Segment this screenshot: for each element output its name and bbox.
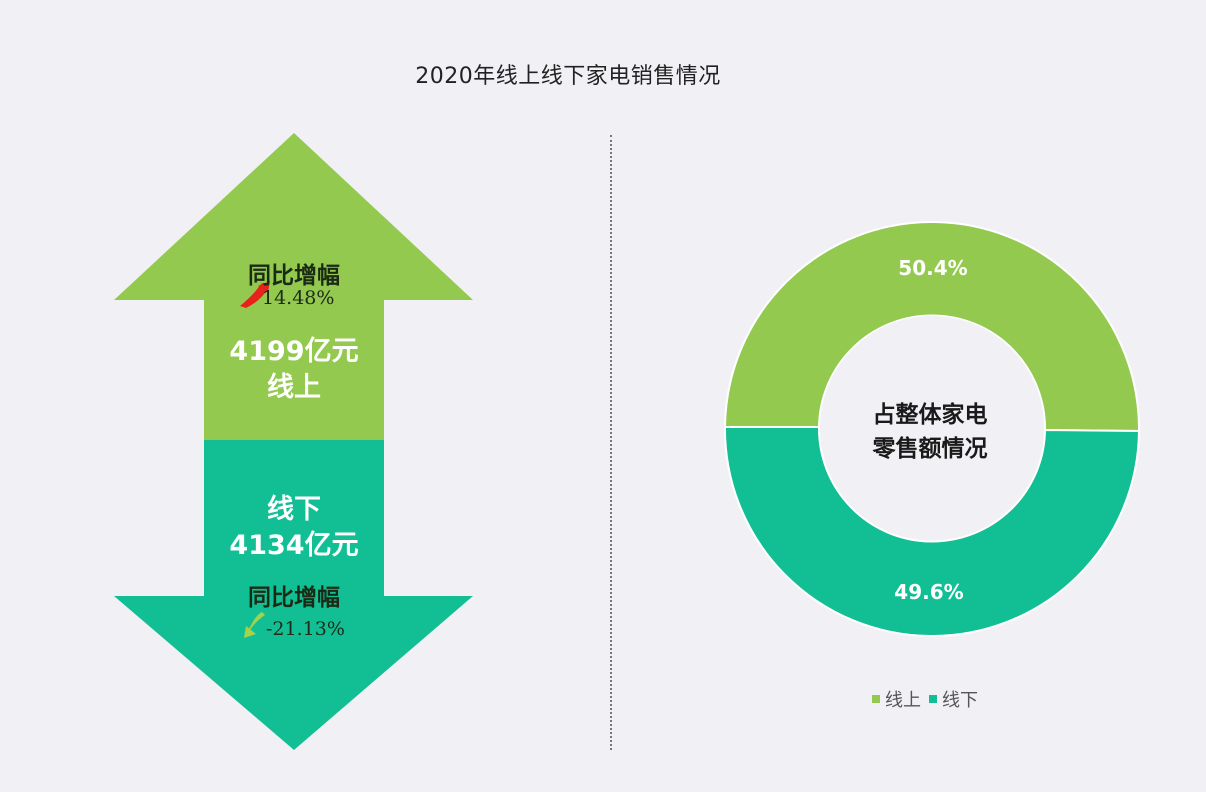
legend-item-offline: 线下 xyxy=(929,686,978,712)
chart-title: 2020年线上线下家电销售情况 xyxy=(415,64,721,89)
donut-center-line1: 占整体家电 xyxy=(872,402,988,428)
arrow-shapes xyxy=(114,133,473,750)
donut-center-label: 占整体家电 零售额情况 xyxy=(830,398,1030,466)
legend-swatch-online xyxy=(872,695,880,703)
donut-chart xyxy=(723,221,1140,637)
legend-label-online: 线上 xyxy=(885,690,921,711)
online-yoy-value: 14.48% xyxy=(262,287,335,309)
online-channel-label: 线上 xyxy=(267,372,321,403)
donut-slice-online xyxy=(723,221,1140,433)
slice-label-online: 50.4% xyxy=(898,256,968,280)
donut-slice-offline xyxy=(723,426,1140,637)
offline-channel-label: 线下 xyxy=(267,494,321,525)
donut-center-line2: 零售额情况 xyxy=(872,436,988,462)
legend-label-offline: 线下 xyxy=(942,690,978,711)
online-yoy-label: 同比增幅 xyxy=(248,263,340,289)
trend-up-red-arrow-icon xyxy=(240,281,270,308)
dotted-divider xyxy=(610,135,612,750)
offline-down-arrow xyxy=(114,440,473,750)
offline-yoy-value: -21.13% xyxy=(266,618,345,640)
sales-arrows-panel: 同比增幅 14.48% 4199亿元 线上 线下 4134亿元 同比增幅 -21… xyxy=(0,0,600,792)
slice-label-offline: 49.6% xyxy=(894,580,964,604)
offline-amount: 4134亿元 xyxy=(229,530,359,561)
trend-down-green-arrow-icon xyxy=(244,612,265,638)
online-up-arrow xyxy=(114,133,473,440)
legend-item-online: 线上 xyxy=(872,686,921,712)
chart-legend: 线上 线下 xyxy=(872,686,978,712)
offline-yoy-label: 同比增幅 xyxy=(248,585,340,611)
online-amount: 4199亿元 xyxy=(229,336,359,367)
legend-swatch-offline xyxy=(929,695,937,703)
